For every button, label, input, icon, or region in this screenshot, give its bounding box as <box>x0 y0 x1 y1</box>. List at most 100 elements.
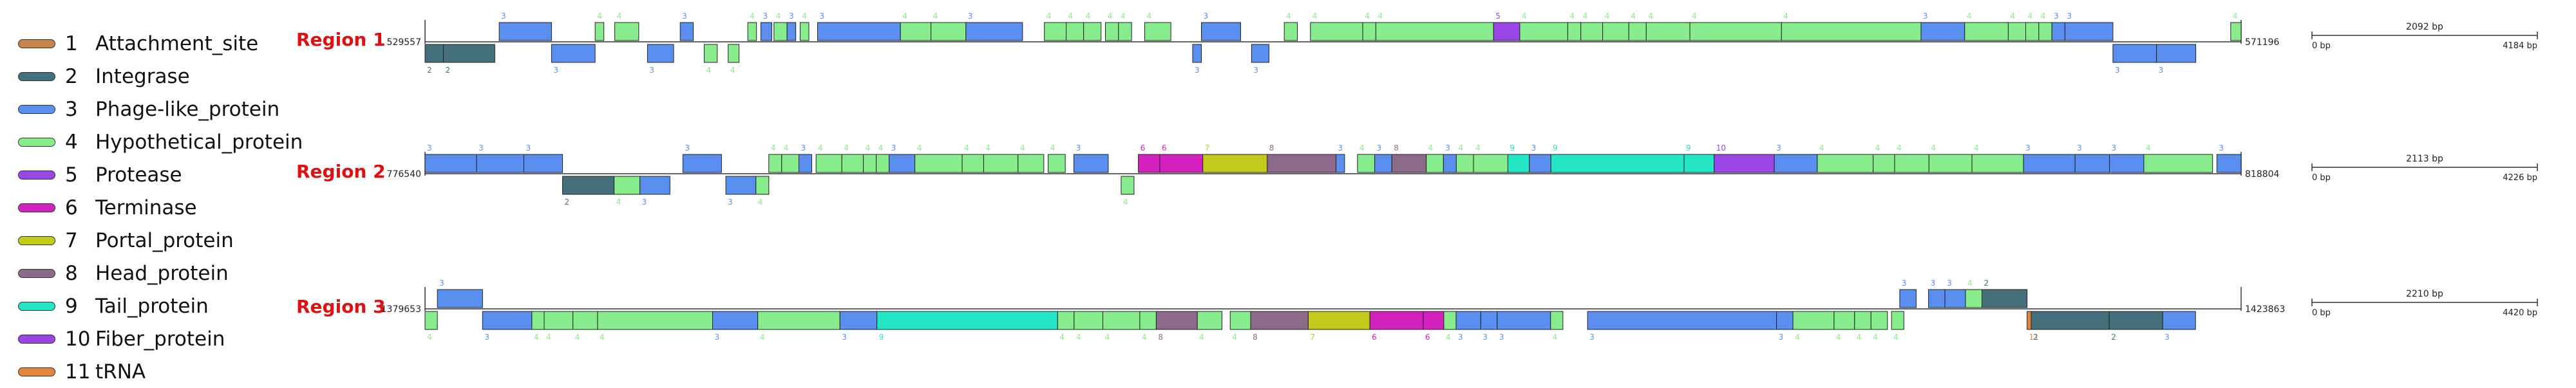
legend-item: 3 Phage-like_protein <box>13 93 296 125</box>
gene-block <box>1057 311 1075 330</box>
gene-label: 4 <box>1553 333 1558 342</box>
gene-label: 2 <box>445 66 450 75</box>
legend-label: Attachment_site <box>95 32 259 55</box>
gene-label: 3 <box>1947 279 1952 288</box>
gene-block <box>1138 154 1160 173</box>
gene-block <box>1310 22 1363 41</box>
gene-block <box>2038 22 2052 41</box>
gene-label: 4 <box>1446 333 1451 342</box>
gene-label: 3 <box>427 143 432 152</box>
gene-block <box>1202 154 1268 173</box>
gene-label: 4 <box>1146 12 1151 21</box>
gene-label: 4 <box>866 143 871 152</box>
legend-number: 7 <box>65 229 78 252</box>
gene-label: 3 <box>1531 143 1537 152</box>
region-title: Region 2 <box>296 161 386 182</box>
gene-block <box>614 22 639 41</box>
gene-label: 4 <box>1569 12 1575 21</box>
gene-label: 4 <box>2233 12 2238 21</box>
gene-block <box>1443 154 1457 173</box>
gene-label: 4 <box>1046 12 1052 21</box>
gene-block <box>1426 154 1444 173</box>
gene-label: 3 <box>1253 66 1258 75</box>
gene-label: 4 <box>1857 333 1862 342</box>
gene-label: 3 <box>1589 333 1595 342</box>
legend-label: Phage-like_protein <box>95 98 280 121</box>
gene-block <box>639 176 670 195</box>
gene-block <box>1121 176 1135 195</box>
gene-label: 4 <box>1583 12 1588 21</box>
gene-label: 3 <box>1931 279 1936 288</box>
gene-label: 4 <box>575 333 580 342</box>
legend-label: Fiber_protein <box>95 328 225 351</box>
gene-block <box>597 311 714 330</box>
gene-label: 7 <box>1205 143 1210 152</box>
gene-label: 3 <box>1338 143 1343 152</box>
scale-start-label: 0 bp <box>2312 173 2331 183</box>
gene-block <box>1155 311 1198 330</box>
gene-label: 3 <box>1902 279 1907 288</box>
legend-label: Tail_protein <box>95 295 209 318</box>
gene-block <box>1047 154 1066 173</box>
scale-end-label: 4184 bp <box>2503 41 2537 51</box>
gene-label: 10 <box>1716 143 1726 152</box>
region-title: Region 3 <box>296 296 386 317</box>
gene-block <box>1944 289 1966 308</box>
gene-label: 4 <box>1123 198 1128 207</box>
gene-block <box>2051 22 2065 41</box>
gene-block <box>728 44 740 63</box>
legend: 1 Attachment_site 2 Integrase 3 Phage-like_pr… <box>13 27 303 388</box>
gene-label: 4 <box>1783 12 1788 21</box>
gene-label: 9 <box>879 333 884 342</box>
gene-block <box>1375 22 1494 41</box>
gene-block <box>876 311 1058 330</box>
gene-label: 4 <box>776 12 781 21</box>
gene-block <box>1833 311 1855 330</box>
gene-label: 4 <box>1893 333 1899 342</box>
gene-block <box>2031 311 2110 330</box>
gene-label: 4 <box>902 12 907 21</box>
gene-label: 4 <box>2028 12 2033 21</box>
gene-label: 6 <box>1372 333 1377 342</box>
gene-block <box>1250 311 1309 330</box>
gene-label: 9 <box>1553 143 1558 152</box>
legend-item: 2 Integrase <box>13 60 296 93</box>
gene-label: 3 <box>1458 333 1463 342</box>
gene-block <box>799 22 810 41</box>
gene-block <box>2216 154 2242 173</box>
gene-label: 3 <box>2159 66 2164 75</box>
gene-block <box>760 22 772 41</box>
gene-block <box>1928 289 1946 308</box>
legend-item: 1 Attachment_site <box>13 27 296 60</box>
gene-block <box>1083 22 1102 41</box>
gene-label: 4 <box>1104 333 1110 342</box>
gene-block <box>573 311 598 330</box>
gene-label: 4 <box>1873 333 1878 342</box>
legend-swatch <box>18 39 55 48</box>
gene-label: 4 <box>1121 12 1126 21</box>
gene-label: 3 <box>1076 143 1081 152</box>
gene-block <box>1480 311 1498 330</box>
gene-label: 8 <box>1394 143 1399 152</box>
scale-start-label: 0 bp <box>2312 41 2331 51</box>
gene-label: 4 <box>616 198 621 207</box>
gene-block <box>1074 311 1103 330</box>
gene-block <box>482 311 533 330</box>
gene-label: 3 <box>478 143 484 152</box>
gene-block <box>2007 22 2027 41</box>
gene-label: 6 <box>1425 333 1430 342</box>
legend-item: 5 Protease <box>13 158 296 191</box>
gene-block <box>1473 154 1508 173</box>
legend-swatch <box>18 171 55 180</box>
gene-block <box>983 154 1019 173</box>
gene-block <box>1074 154 1109 173</box>
gene-label: 7 <box>1310 333 1315 342</box>
gene-block <box>1628 22 1647 41</box>
gene-block <box>682 154 722 173</box>
legend-number: 5 <box>65 163 78 187</box>
gene-block <box>424 311 438 330</box>
gene-block <box>900 22 932 41</box>
gene-label: 4 <box>1142 333 1147 342</box>
gene-block <box>961 154 984 173</box>
gene-block <box>1201 22 1241 41</box>
